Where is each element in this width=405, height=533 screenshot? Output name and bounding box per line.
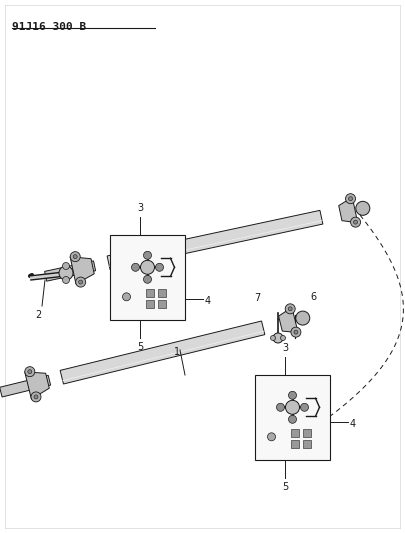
Bar [110,235,185,320]
Text: 4: 4 [350,419,356,429]
Polygon shape [279,308,298,333]
Text: 6: 6 [310,292,316,302]
Bar [303,440,311,448]
Circle shape [277,403,284,411]
Circle shape [132,263,139,271]
Text: 1: 1 [174,347,180,357]
Circle shape [288,307,292,311]
Circle shape [285,304,295,314]
Circle shape [34,395,38,399]
Text: 91J16 300 B: 91J16 300 B [12,22,86,32]
Text: 3: 3 [137,203,143,213]
Circle shape [31,392,41,402]
Polygon shape [25,372,49,399]
Circle shape [73,255,77,259]
Text: 7: 7 [254,293,260,303]
Circle shape [294,330,298,334]
Circle shape [288,415,296,423]
Bar [158,289,166,297]
Circle shape [143,251,151,259]
Bar [158,300,166,308]
Bar [255,375,330,460]
Circle shape [141,260,154,274]
Circle shape [28,370,32,374]
Circle shape [79,280,83,284]
Text: 2: 2 [35,310,41,320]
Circle shape [273,333,283,343]
Circle shape [76,277,85,287]
Polygon shape [60,321,265,384]
Circle shape [156,263,164,271]
Bar [291,440,299,448]
Circle shape [62,262,70,270]
Circle shape [62,277,70,284]
Circle shape [296,311,310,325]
Circle shape [345,193,356,204]
Circle shape [143,276,151,284]
Circle shape [286,400,300,414]
Circle shape [25,367,35,377]
Text: 5: 5 [137,342,143,352]
Polygon shape [339,197,358,223]
Circle shape [122,293,130,301]
Bar [146,289,154,297]
Polygon shape [107,211,323,270]
Text: 3: 3 [282,343,288,353]
Circle shape [354,220,358,224]
Circle shape [271,335,275,341]
Circle shape [59,266,73,280]
Circle shape [267,433,275,441]
Polygon shape [70,257,94,284]
Circle shape [351,217,360,227]
Text: 5: 5 [282,482,288,492]
Circle shape [281,335,286,341]
Circle shape [288,391,296,399]
Bar [146,300,154,308]
Bar [303,429,311,437]
Polygon shape [45,261,96,281]
Text: 4: 4 [205,296,211,306]
Circle shape [291,327,301,337]
Circle shape [349,197,352,201]
Circle shape [356,201,370,215]
Bar [291,429,299,437]
Polygon shape [0,375,51,397]
Circle shape [70,252,80,262]
Circle shape [301,403,309,411]
